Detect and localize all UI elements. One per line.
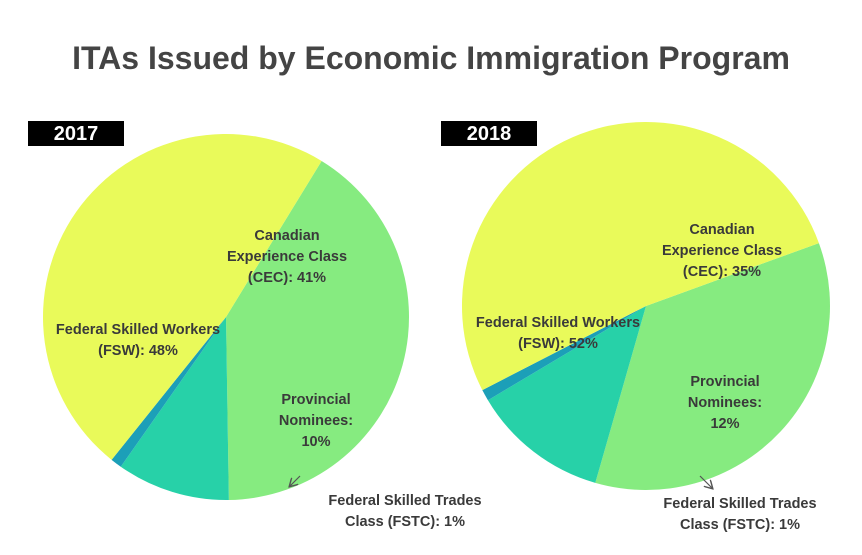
pie-slice-fstc-2017 <box>111 317 226 467</box>
slice-label-cec-2018: Canadian Experience Class (CEC): 35% <box>662 222 782 280</box>
year-badge-2017 <box>28 121 124 146</box>
year-badge-2018 <box>441 121 537 146</box>
pie-chart-2017: 2017 Canadian Experience Class (CEC): 41% Pr… <box>28 121 482 530</box>
slice-label-fstc-2018: Federal Skilled Trades Class (FSTC): 1% <box>663 496 816 533</box>
slice-label-fsw-2018: Federal Skilled Workers (FSW): 52% <box>476 315 640 352</box>
pie-chart-2018: 2018 Canadian Experience Class (CEC): 35% Pr… <box>441 121 830 533</box>
pie-slice-cec-2017 <box>226 160 410 500</box>
fstc-arrow-2018 <box>699 475 712 488</box>
pie-slice-pnp-2018 <box>487 306 646 483</box>
pie-slice-pnp-2017 <box>120 317 229 501</box>
slice-label-fstc-2017: Federal Skilled Trades Class (FSTC): 1% <box>328 493 481 530</box>
pie-slice-fsw-2017 <box>42 134 322 460</box>
pie-slice-cec-2018 <box>595 243 830 490</box>
chart-title: ITAs Issued by Economic Immigration Prog… <box>72 40 790 76</box>
year-label-2017: 2017 <box>54 123 99 145</box>
slice-label-cec-2017: Canadian Experience Class (CEC): 41% <box>227 228 347 286</box>
fstc-arrow-2017 <box>290 475 301 486</box>
slice-label-fsw-2017: Federal Skilled Workers (FSW): 48% <box>56 322 220 359</box>
year-label-2018: 2018 <box>467 123 512 145</box>
pie-slice-fstc-2018 <box>482 306 646 401</box>
pie-slice-fsw-2018 <box>461 121 819 391</box>
slice-label-pnp-2017: Provincial Nominees: 10% <box>279 392 353 450</box>
slice-label-pnp-2018: Provincial Nominees: 12% <box>688 374 762 432</box>
